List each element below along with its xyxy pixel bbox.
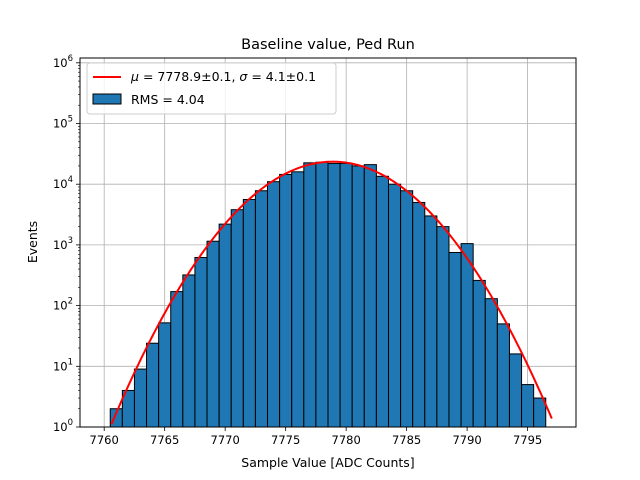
gaussian-fit-curve (110, 160, 553, 425)
histogram-bar (158, 322, 172, 428)
histogram-bar (496, 323, 510, 428)
histogram-bar (303, 162, 317, 428)
x-tick-label: 7780 (332, 433, 361, 447)
x-tick-label: 7795 (513, 433, 542, 447)
histogram-bar (363, 164, 377, 428)
histogram-bar (521, 384, 535, 428)
histogram-bar (351, 165, 365, 428)
legend: μ = 7778.9±0.1, σ = 4.1±0.1 RMS = 4.04 (86, 62, 337, 115)
y-tick-label: 103 (53, 236, 73, 252)
x-tick-label: 7770 (211, 433, 240, 447)
x-axis-label: Sample Value [ADC Counts] (241, 455, 414, 470)
histogram-bar (254, 190, 269, 428)
histogram-bar (194, 257, 208, 428)
histogram-bar (146, 342, 160, 428)
y-axis-label: Events (25, 221, 40, 263)
legend-sigma-text: = 4.1±0.1 (251, 69, 316, 84)
legend-mu-text: = 7778.9±0.1, (143, 69, 239, 84)
histogram-bar (230, 209, 244, 428)
y-tick-label: 102 (53, 297, 73, 313)
histogram-bar (291, 171, 305, 428)
x-tick-label: 7785 (392, 433, 421, 447)
histogram-bar (133, 368, 148, 428)
histogram-bar (375, 175, 389, 428)
legend-mu-symbol: μ (130, 69, 139, 84)
y-tick-label: 101 (53, 357, 73, 373)
legend-hist-label: RMS = 4.04 (131, 92, 205, 107)
x-tick-label: 7775 (271, 433, 300, 447)
x-tick-label: 7790 (452, 433, 481, 447)
histogram-bar (484, 298, 498, 428)
legend-hist-swatch (92, 93, 122, 105)
histogram-bar (387, 183, 402, 428)
legend-box (86, 62, 337, 115)
histogram-bar (315, 161, 329, 428)
y-tick-label: 106 (53, 54, 73, 70)
histogram-bar (206, 240, 220, 428)
y-tick-label: 105 (53, 115, 73, 131)
histogram-bar (279, 173, 293, 428)
chart-title: Baseline value, Ped Run (241, 37, 415, 53)
legend-fit-label: μ = 7778.9±0.1, σ = 4.1±0.1 (130, 69, 316, 84)
x-tick-label: 7760 (90, 433, 119, 447)
histogram-bar (267, 181, 281, 428)
y-tick-label: 100 (53, 418, 73, 434)
histogram-bar (448, 251, 462, 428)
legend-sigma-symbol: σ (239, 69, 248, 84)
histogram-bar (436, 226, 450, 428)
plot-frame (79, 57, 577, 428)
x-axis-ticks: 7760 7765 7770 7775 7780 7785 7790 7795 (90, 427, 542, 447)
y-axis-ticks: 100 101 102 103 104 105 106 (53, 54, 80, 434)
histogram-bar (424, 215, 438, 428)
histogram-bar (508, 353, 523, 428)
histogram-bar (170, 291, 184, 428)
histogram-bar (412, 201, 426, 428)
histogram-bar (339, 162, 353, 428)
y-tick-label: 104 (53, 175, 73, 191)
histogram-bar (460, 243, 474, 428)
histogram-bar (242, 198, 256, 428)
x-tick-label: 7765 (150, 433, 179, 447)
histogram-bar (218, 223, 232, 428)
histogram-bar (327, 162, 341, 428)
histogram-bar (182, 274, 196, 428)
histogram-bar (472, 279, 486, 428)
histogram-bars (109, 161, 547, 428)
histogram-bar (400, 190, 414, 428)
